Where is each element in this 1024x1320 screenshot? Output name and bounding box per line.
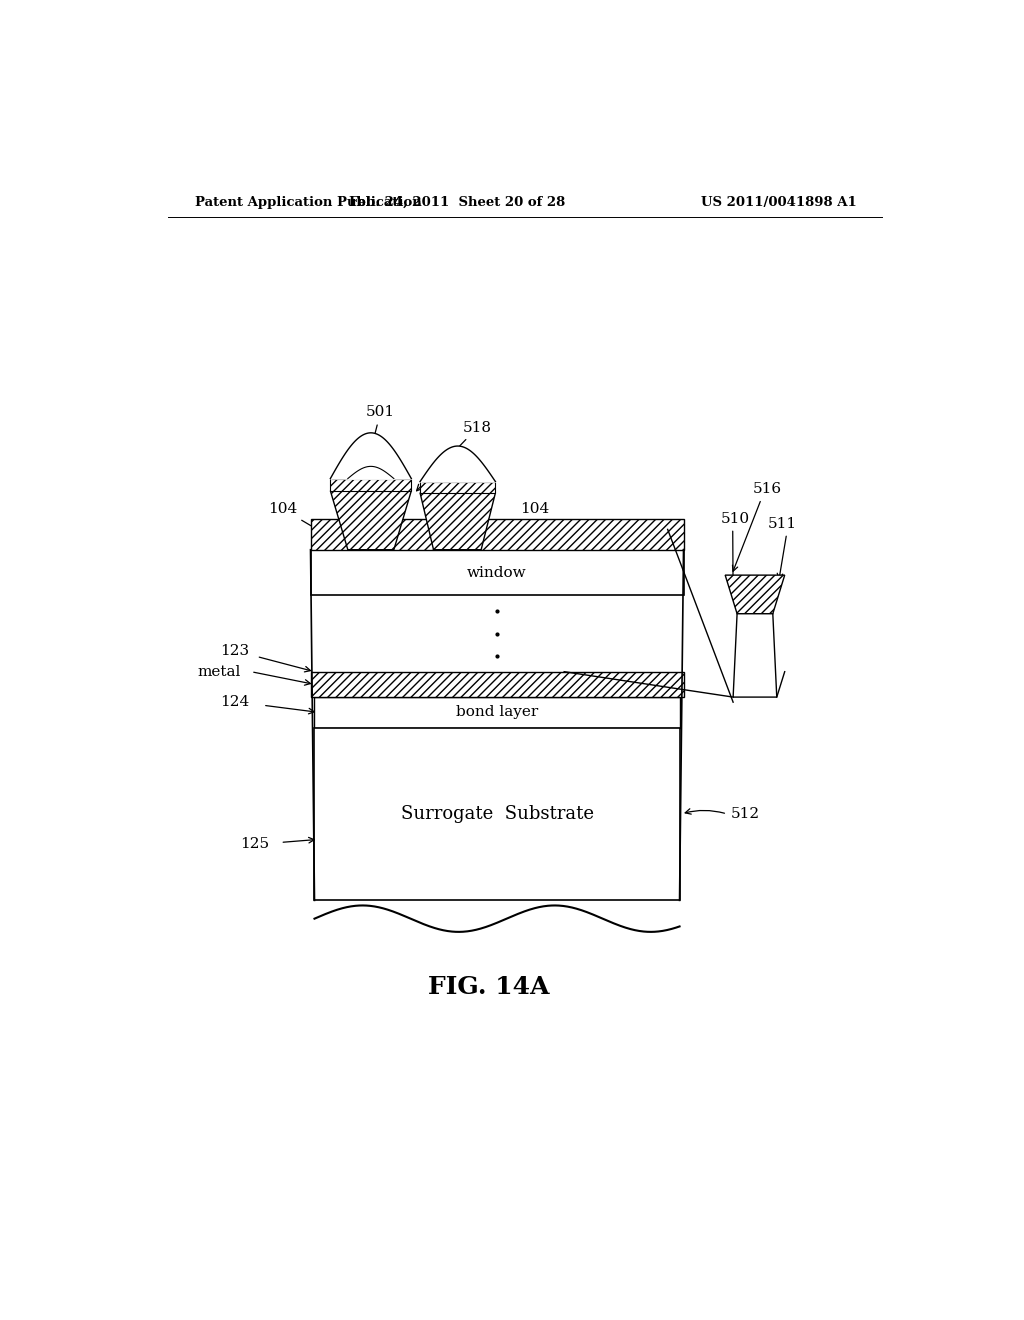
Bar <box>420 482 496 492</box>
Bar <box>314 697 680 727</box>
Text: Feb. 24, 2011  Sheet 20 of 28: Feb. 24, 2011 Sheet 20 of 28 <box>349 195 565 209</box>
Text: window: window <box>467 565 526 579</box>
Bar <box>314 727 680 900</box>
Bar <box>310 672 684 697</box>
Text: 125: 125 <box>241 837 269 851</box>
Text: FIG. 14A: FIG. 14A <box>428 974 550 999</box>
Text: 510: 510 <box>721 512 750 527</box>
Text: US 2011/0041898 A1: US 2011/0041898 A1 <box>700 195 857 209</box>
Polygon shape <box>733 614 777 697</box>
Text: 511: 511 <box>768 517 798 532</box>
Text: 512: 512 <box>731 807 760 821</box>
Bar <box>310 519 684 549</box>
Polygon shape <box>331 491 412 549</box>
Text: 516: 516 <box>753 482 781 496</box>
Text: 104: 104 <box>268 502 331 537</box>
Text: metal: metal <box>198 665 241 678</box>
Bar <box>331 479 412 491</box>
Polygon shape <box>725 576 784 614</box>
Polygon shape <box>420 492 496 549</box>
Text: 124: 124 <box>220 696 250 709</box>
Text: 501: 501 <box>366 405 395 449</box>
Text: 518: 518 <box>417 421 492 491</box>
Text: 123: 123 <box>220 644 250 659</box>
Bar <box>310 549 684 595</box>
Text: bond layer: bond layer <box>456 705 539 719</box>
Text: Surrogate  Substrate: Surrogate Substrate <box>400 805 594 822</box>
Text: Patent Application Publication: Patent Application Publication <box>196 195 422 209</box>
Text: 104: 104 <box>495 502 550 537</box>
